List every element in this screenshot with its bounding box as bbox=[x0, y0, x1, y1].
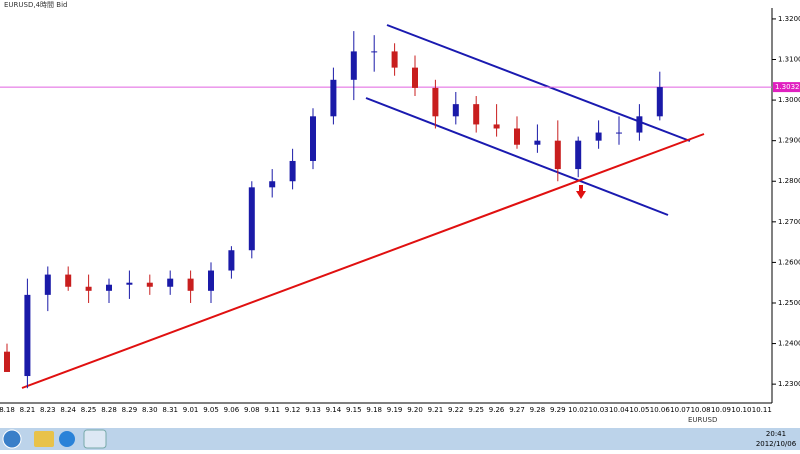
x-tick-label: 8.28 bbox=[101, 406, 117, 414]
x-tick-label: 9.01 bbox=[183, 406, 199, 414]
candle-body bbox=[269, 181, 276, 188]
x-tick-label: 8.18 bbox=[0, 406, 15, 414]
x-tick-label: 9.25 bbox=[468, 406, 484, 414]
start-button[interactable] bbox=[2, 429, 22, 449]
channel-lower bbox=[365, 97, 669, 216]
x-tick-label: 9.08 bbox=[244, 406, 260, 414]
x-tick-label: 8.25 bbox=[81, 406, 97, 414]
candle-body bbox=[616, 132, 622, 134]
candle-body bbox=[289, 160, 296, 182]
clock-date: 2012/10/06 bbox=[756, 440, 797, 448]
x-tick-label: 10.04 bbox=[609, 406, 630, 414]
candle-body bbox=[412, 67, 418, 88]
candle-body bbox=[554, 140, 561, 170]
x-tick-label: 9.20 bbox=[407, 406, 423, 414]
current-price-label: 1.3032 bbox=[775, 83, 800, 91]
price-tag bbox=[773, 82, 800, 93]
x-tick-label: 9.13 bbox=[305, 406, 321, 414]
candle-body bbox=[106, 284, 112, 291]
y-tick-label: 1.3200 bbox=[778, 15, 800, 23]
y-tick-label: 1.3000 bbox=[778, 96, 800, 104]
x-tick-label: 9.06 bbox=[224, 406, 240, 414]
ie-icon[interactable] bbox=[59, 431, 75, 447]
candle-body bbox=[473, 104, 480, 125]
app-icon[interactable] bbox=[83, 429, 107, 449]
candle-body bbox=[371, 51, 378, 53]
candle-body bbox=[534, 140, 541, 145]
clock-time: 20:41 bbox=[766, 430, 786, 438]
taskbar bbox=[0, 428, 800, 450]
x-tick-label: 9.21 bbox=[428, 406, 444, 414]
candle-body bbox=[432, 87, 439, 117]
candle-body bbox=[330, 79, 337, 117]
x-tick-label: 8.31 bbox=[162, 406, 178, 414]
x-tick-label: 8.30 bbox=[142, 406, 158, 414]
x-tick-label: 10.06 bbox=[650, 406, 671, 414]
candle-body bbox=[248, 187, 255, 251]
candle-body bbox=[493, 124, 500, 129]
explorer-icon[interactable] bbox=[34, 431, 54, 447]
signal-arrow bbox=[576, 185, 586, 199]
symbol-label: EURUSD bbox=[688, 416, 717, 424]
candle-body bbox=[636, 116, 643, 133]
y-tick-label: 1.2700 bbox=[778, 218, 800, 226]
x-tick-label: 10.10 bbox=[731, 406, 751, 414]
y-tick-label: 1.2400 bbox=[778, 340, 800, 348]
candle-body bbox=[228, 250, 235, 271]
candle-body bbox=[187, 278, 194, 291]
x-tick-label: 9.15 bbox=[346, 406, 362, 414]
x-tick-label: 9.28 bbox=[530, 406, 546, 414]
x-tick-label: 8.29 bbox=[122, 406, 138, 414]
candle-body bbox=[575, 140, 582, 170]
x-tick-label: 9.18 bbox=[366, 406, 382, 414]
candle-body bbox=[656, 87, 663, 117]
candle-body bbox=[24, 294, 31, 377]
x-tick-label: 9.12 bbox=[285, 406, 301, 414]
x-tick-label: 10.02 bbox=[568, 406, 588, 414]
x-tick-label: 9.29 bbox=[550, 406, 566, 414]
x-tick-label: 8.24 bbox=[60, 406, 76, 414]
x-tick-label: 9.14 bbox=[326, 406, 342, 414]
candle-body bbox=[167, 278, 174, 287]
candle-body bbox=[514, 128, 520, 145]
candle-body bbox=[350, 51, 357, 80]
x-tick-label: 9.11 bbox=[264, 406, 280, 414]
x-tick-label: 9.19 bbox=[387, 406, 403, 414]
y-tick-label: 1.2500 bbox=[778, 299, 800, 307]
chart-window bbox=[0, 0, 800, 428]
candle-body bbox=[4, 351, 10, 372]
x-tick-label: 8.23 bbox=[40, 406, 56, 414]
candle-body bbox=[310, 116, 316, 161]
trend-support bbox=[21, 133, 705, 389]
y-tick-label: 1.2800 bbox=[778, 177, 800, 185]
candle-body bbox=[44, 274, 51, 295]
x-tick-label: 10.05 bbox=[629, 406, 649, 414]
x-tick-label: 10.07 bbox=[670, 406, 690, 414]
candle-body bbox=[208, 270, 214, 291]
y-tick-label: 1.2900 bbox=[778, 137, 800, 145]
x-tick-label: 10.11 bbox=[752, 406, 772, 414]
x-tick-label: 9.22 bbox=[448, 406, 464, 414]
x-tick-label: 10.09 bbox=[711, 406, 731, 414]
y-tick-label: 1.2300 bbox=[778, 380, 800, 388]
x-tick-label: 10.03 bbox=[589, 406, 609, 414]
x-tick-label: 9.27 bbox=[509, 406, 525, 414]
candle-body bbox=[452, 104, 459, 117]
candle-body bbox=[85, 286, 92, 291]
candle-body bbox=[126, 282, 133, 285]
y-tick-label: 1.3100 bbox=[778, 56, 800, 64]
window-title: EURUSD,4時間 Bid bbox=[4, 1, 67, 9]
x-tick-label: 8.21 bbox=[20, 406, 36, 414]
y-tick-label: 1.2600 bbox=[778, 258, 800, 266]
candle-body bbox=[65, 274, 72, 287]
x-tick-label: 10.08 bbox=[691, 406, 711, 414]
candle-body bbox=[595, 132, 602, 141]
x-tick-label: 9.26 bbox=[489, 406, 505, 414]
candle-body bbox=[146, 282, 153, 287]
candle-body bbox=[391, 51, 398, 68]
x-tick-label: 9.05 bbox=[203, 406, 219, 414]
